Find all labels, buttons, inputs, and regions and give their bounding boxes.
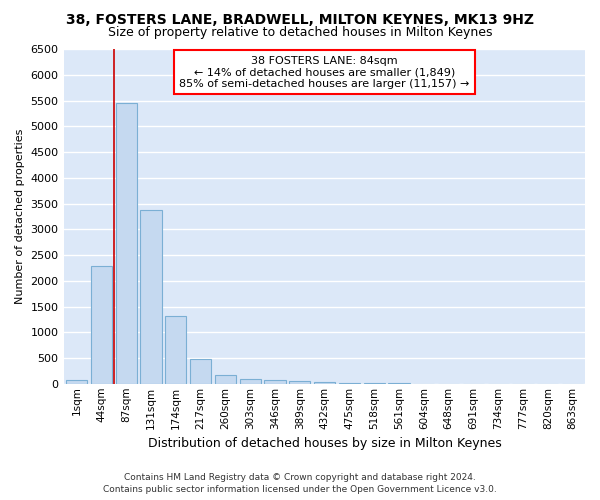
Bar xyxy=(190,359,211,384)
Y-axis label: Number of detached properties: Number of detached properties xyxy=(15,128,25,304)
Bar xyxy=(364,383,385,384)
Bar xyxy=(289,382,310,384)
Bar xyxy=(116,103,137,384)
Text: Contains HM Land Registry data © Crown copyright and database right 2024.
Contai: Contains HM Land Registry data © Crown c… xyxy=(103,472,497,494)
Bar xyxy=(388,383,410,384)
Bar xyxy=(314,382,335,384)
Text: Size of property relative to detached houses in Milton Keynes: Size of property relative to detached ho… xyxy=(108,26,492,39)
X-axis label: Distribution of detached houses by size in Milton Keynes: Distribution of detached houses by size … xyxy=(148,437,502,450)
Bar xyxy=(265,380,286,384)
Bar xyxy=(239,379,261,384)
Text: 38 FOSTERS LANE: 84sqm
← 14% of detached houses are smaller (1,849)
85% of semi-: 38 FOSTERS LANE: 84sqm ← 14% of detached… xyxy=(179,56,470,89)
Text: 38, FOSTERS LANE, BRADWELL, MILTON KEYNES, MK13 9HZ: 38, FOSTERS LANE, BRADWELL, MILTON KEYNE… xyxy=(66,12,534,26)
Bar xyxy=(165,316,187,384)
Bar xyxy=(91,266,112,384)
Bar xyxy=(66,380,87,384)
Bar xyxy=(339,382,360,384)
Bar xyxy=(140,210,161,384)
Bar xyxy=(215,375,236,384)
